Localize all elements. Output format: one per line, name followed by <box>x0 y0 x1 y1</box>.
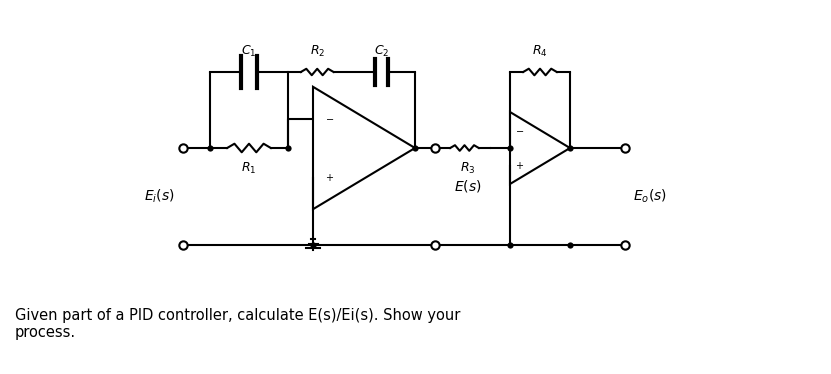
Text: $R_2$: $R_2$ <box>310 44 325 59</box>
Text: $R_3$: $R_3$ <box>460 161 475 176</box>
Text: $C_1$: $C_1$ <box>241 44 257 59</box>
Text: $E_i(s)$: $E_i(s)$ <box>145 187 175 205</box>
Text: $R_4$: $R_4$ <box>532 44 548 59</box>
Text: $+$: $+$ <box>515 160 524 171</box>
Text: $C_2$: $C_2$ <box>374 44 390 59</box>
Text: $E_o(s)$: $E_o(s)$ <box>633 187 667 205</box>
Text: $R_1$: $R_1$ <box>241 161 257 176</box>
Text: $+$: $+$ <box>325 172 334 183</box>
Text: $-$: $-$ <box>325 113 334 123</box>
Text: Given part of a PID controller, calculate E(s)/Ei(s). Show your
process.: Given part of a PID controller, calculat… <box>15 308 460 340</box>
Text: $E(s)$: $E(s)$ <box>454 178 481 194</box>
Text: $-$: $-$ <box>515 125 524 135</box>
